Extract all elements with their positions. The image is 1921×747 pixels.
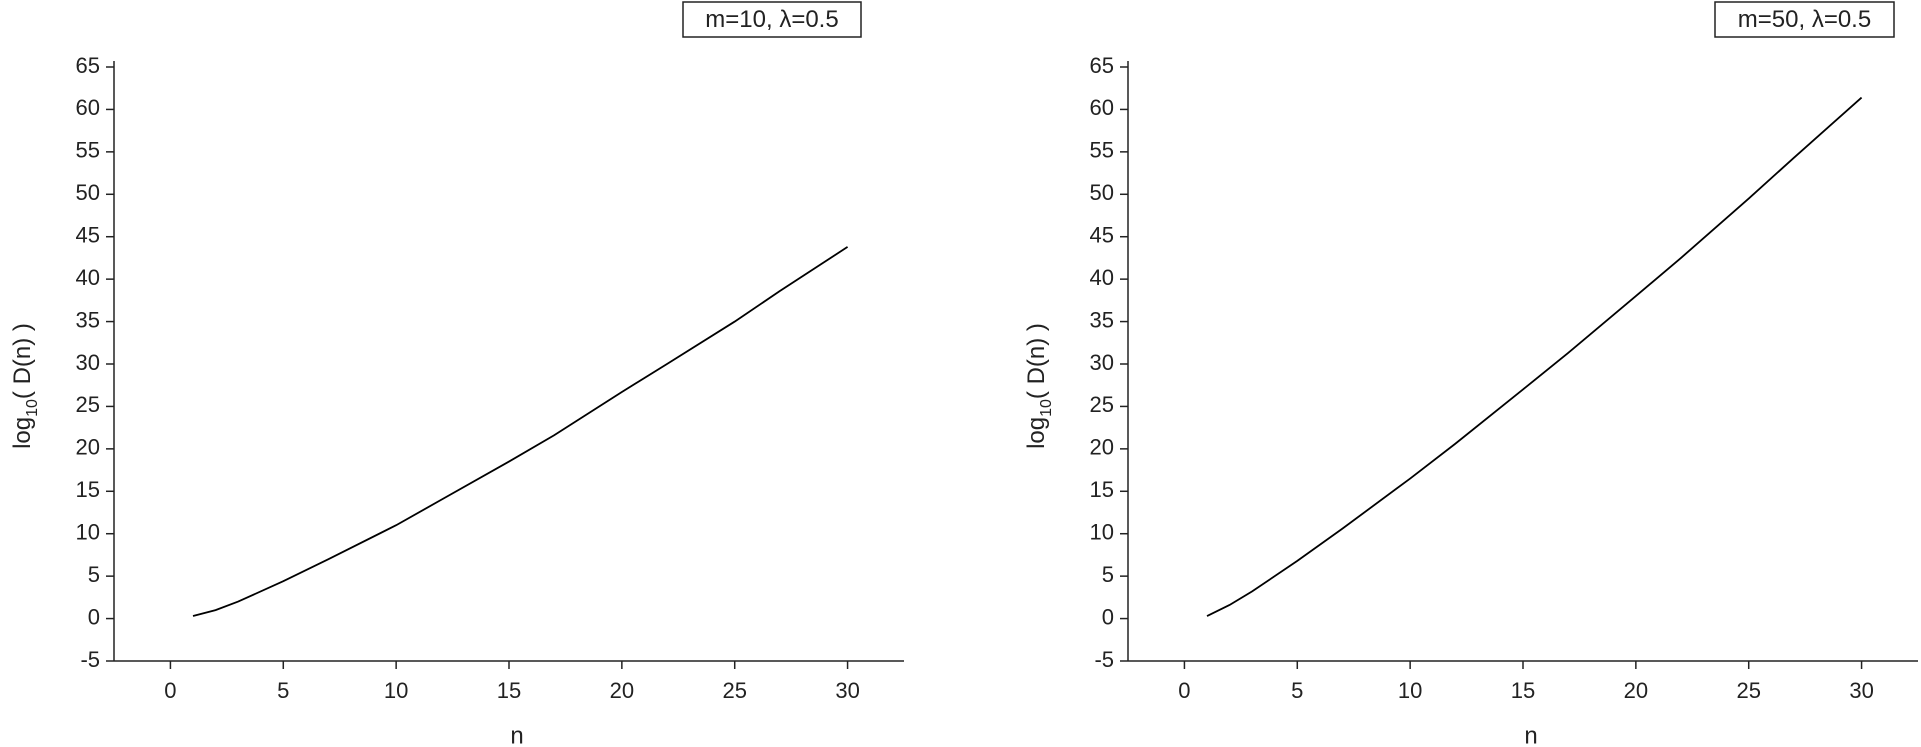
y-tick-label: 40: [76, 265, 100, 290]
y-axis-label-part: log: [9, 417, 36, 449]
x-tick-label: 20: [1624, 678, 1648, 703]
y-tick-label: 65: [76, 53, 100, 78]
line-series: [192, 246, 849, 617]
y-tick-label: 50: [1090, 180, 1114, 205]
y-tick-label: -5: [1094, 647, 1114, 672]
y-tick-label: 60: [76, 95, 100, 120]
y-axis-label-part: ( D(n) ): [9, 323, 36, 399]
y-tick-label: 5: [88, 562, 100, 587]
annotation: m=50, λ=0.5: [1738, 6, 1871, 33]
y-tick-label: 10: [1090, 520, 1114, 545]
y-tick-label: 0: [88, 604, 100, 629]
y-tick-label: 60: [1090, 95, 1114, 120]
x-tick-label: 20: [610, 678, 634, 703]
y-tick-label: 55: [1090, 138, 1114, 163]
y-tick-label: 40: [1090, 265, 1114, 290]
line-series: [1206, 96, 1863, 617]
x-tick-label: 5: [1291, 678, 1303, 703]
x-tick-label: 10: [1398, 678, 1422, 703]
y-axis-label-part: 10: [24, 399, 41, 417]
x-tick-label: 15: [1511, 678, 1535, 703]
y-axis-label: log10( D(n) ): [1023, 323, 1054, 449]
x-tick-label: 0: [1178, 678, 1190, 703]
annotation-box: [682, 1, 862, 38]
annotation-box: [1714, 1, 1895, 38]
y-tick-label: -5: [80, 647, 100, 672]
y-tick-label: 5: [1102, 562, 1114, 587]
x-tick-label: 15: [497, 678, 521, 703]
y-tick-label: 20: [76, 435, 100, 460]
x-tick-label: 25: [722, 678, 746, 703]
x-tick-label: 10: [384, 678, 408, 703]
x-tick-label: 30: [835, 678, 859, 703]
y-axis-label-part: 10: [1038, 399, 1055, 417]
y-tick-label: 35: [76, 307, 100, 332]
x-tick-label: 0: [164, 678, 176, 703]
y-tick-label: 50: [76, 180, 100, 205]
y-tick-label: 20: [1090, 435, 1114, 460]
y-axis-label-part: ( D(n) ): [1023, 323, 1050, 399]
y-axis-label-part: log: [1023, 417, 1050, 449]
y-tick-label: 0: [1102, 604, 1114, 629]
y-tick-label: 65: [1090, 53, 1114, 78]
y-tick-label: 45: [1090, 223, 1114, 248]
y-tick-label: 15: [1090, 477, 1114, 502]
x-tick-label: 30: [1849, 678, 1873, 703]
x-tick-label: 25: [1736, 678, 1760, 703]
y-tick-label: 35: [1090, 307, 1114, 332]
y-tick-label: 30: [76, 350, 100, 375]
x-axis-label: n: [510, 722, 523, 747]
y-tick-label: 45: [76, 223, 100, 248]
y-tick-label: 25: [76, 392, 100, 417]
y-tick-label: 30: [1090, 350, 1114, 375]
y-tick-label: 10: [76, 520, 100, 545]
y-tick-label: 15: [76, 477, 100, 502]
x-axis-label: n: [1524, 722, 1537, 747]
annotation: m=10, λ=0.5: [705, 6, 838, 33]
y-axis-label: log10( D(n) ): [9, 323, 40, 449]
y-tick-label: 25: [1090, 392, 1114, 417]
x-tick-label: 5: [277, 678, 289, 703]
y-tick-label: 55: [76, 138, 100, 163]
